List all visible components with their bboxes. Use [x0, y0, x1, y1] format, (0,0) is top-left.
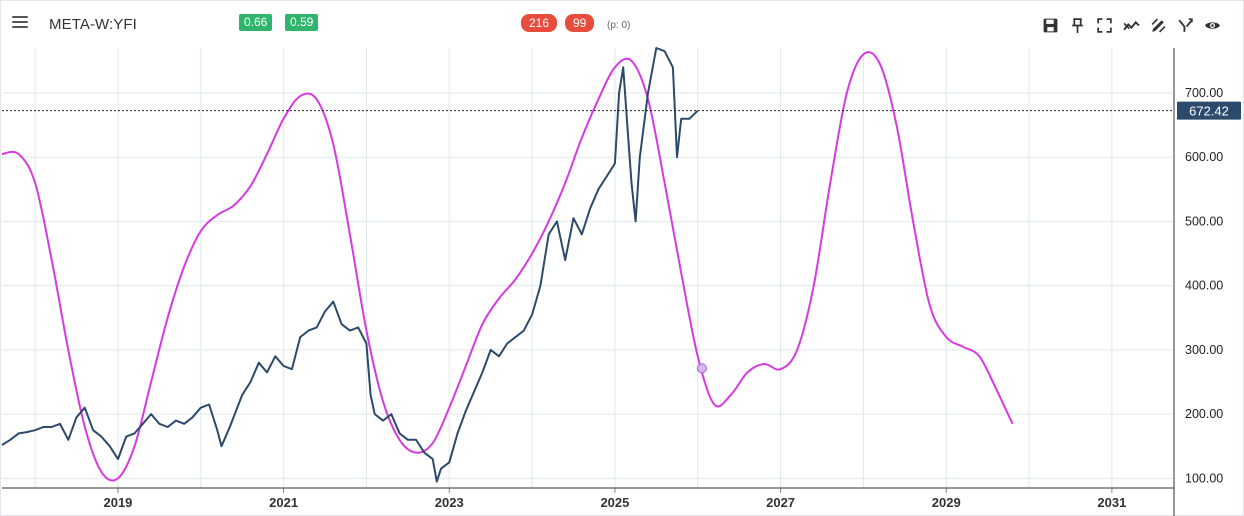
x-tick-label: 2031 [1097, 495, 1126, 510]
save-icon[interactable] [1041, 16, 1060, 35]
overlay: 672.42 [2, 101, 1241, 374]
hamburger-menu-icon[interactable] [10, 13, 30, 31]
fork-icon[interactable] [1176, 16, 1195, 35]
y-tick-label: 300.00 [1185, 343, 1223, 357]
eye-icon[interactable] [1203, 16, 1222, 35]
symbol-label[interactable]: META-W:YFI [49, 16, 137, 33]
draw-icon[interactable] [1149, 16, 1168, 35]
last-price-label-bg [1177, 101, 1241, 120]
x-tick-label: 2019 [103, 495, 132, 510]
last-price-label: 672.42 [1189, 104, 1229, 119]
series-group [1, 47, 1014, 483]
trend-icon[interactable] [1122, 16, 1141, 35]
chart-toolbar: META-W:YFI 0.66 0.59 216 99 (p: 0) [0, 0, 1244, 48]
grid [2, 48, 1174, 488]
indicator-badge-green-2[interactable]: 0.59 [285, 14, 319, 31]
pin-icon[interactable] [1068, 16, 1087, 35]
y-tick-label: 400.00 [1185, 279, 1223, 293]
x-axis: 2019 2021 2023 2025 2027 2029 2031 [2, 487, 1174, 510]
x-tick-label: 2025 [600, 495, 629, 510]
p-count-label: (p: 0) [607, 20, 631, 31]
cycle-marker[interactable] [696, 363, 707, 374]
indicator-badge-red-2[interactable]: 99 [565, 14, 595, 32]
x-tick-label: 2023 [435, 495, 464, 510]
x-tick-label: 2029 [932, 495, 961, 510]
y-tick-label: 100.00 [1185, 471, 1223, 485]
y-tick-label: 500.00 [1185, 214, 1223, 228]
y-tick-label: 600.00 [1185, 150, 1223, 164]
fullscreen-icon[interactable] [1095, 16, 1114, 35]
toolbar-icons [1041, 16, 1222, 35]
y-tick-label: 700.00 [1185, 86, 1223, 100]
x-tick-label: 2027 [766, 495, 795, 510]
y-axis: 100.00 200.00 300.00 400.00 500.00 600.00 700.… [1173, 48, 1223, 516]
price-line [1, 47, 699, 483]
cycle-line [1, 51, 1014, 482]
x-tick-label: 2021 [269, 495, 298, 510]
y-tick-label: 200.00 [1185, 407, 1223, 421]
indicator-badge-green-1[interactable]: 0.66 [239, 14, 273, 31]
indicator-badge-red-1[interactable]: 216 [521, 14, 558, 32]
